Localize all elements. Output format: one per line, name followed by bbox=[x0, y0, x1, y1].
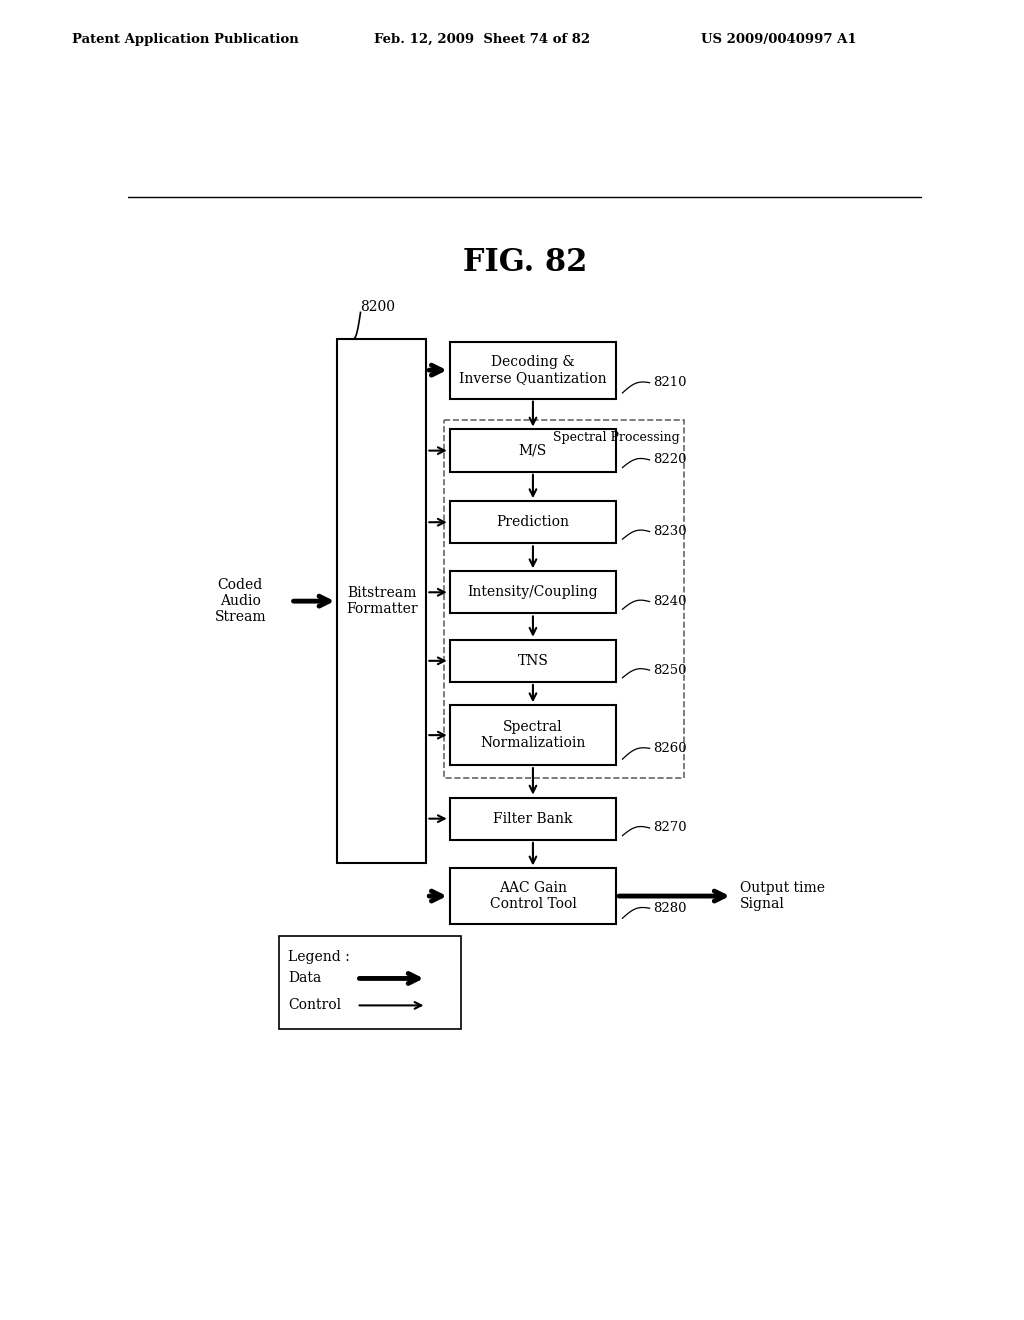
Bar bbox=[450, 640, 616, 682]
Text: Bitstream
Formatter: Bitstream Formatter bbox=[346, 586, 418, 616]
Text: 8230: 8230 bbox=[653, 525, 687, 539]
Bar bbox=[450, 797, 616, 840]
Text: Legend :: Legend : bbox=[289, 950, 350, 964]
Text: 8260: 8260 bbox=[653, 742, 687, 755]
Text: Control: Control bbox=[289, 998, 342, 1012]
Text: FIG. 82: FIG. 82 bbox=[463, 247, 587, 277]
Text: AAC Gain
Control Tool: AAC Gain Control Tool bbox=[489, 880, 577, 911]
Text: US 2009/0040997 A1: US 2009/0040997 A1 bbox=[701, 33, 857, 46]
Text: Decoding &
Inverse Quantization: Decoding & Inverse Quantization bbox=[459, 355, 607, 385]
Text: Spectral Processing: Spectral Processing bbox=[553, 430, 680, 444]
Text: M/S: M/S bbox=[519, 444, 547, 458]
Bar bbox=[450, 869, 616, 924]
Bar bbox=[280, 936, 461, 1028]
Text: TNS: TNS bbox=[517, 653, 549, 668]
Text: 8270: 8270 bbox=[653, 821, 687, 834]
Text: 8250: 8250 bbox=[653, 664, 687, 677]
Text: Intensity/Coupling: Intensity/Coupling bbox=[468, 585, 598, 599]
Text: Filter Bank: Filter Bank bbox=[494, 812, 572, 826]
Text: Data: Data bbox=[289, 972, 322, 986]
Text: Feb. 12, 2009  Sheet 74 of 82: Feb. 12, 2009 Sheet 74 of 82 bbox=[374, 33, 590, 46]
Text: 8200: 8200 bbox=[360, 300, 395, 314]
Text: Spectral
Normalizatioin: Spectral Normalizatioin bbox=[480, 719, 586, 750]
Bar bbox=[450, 342, 616, 399]
Text: Coded
Audio
Stream: Coded Audio Stream bbox=[215, 578, 266, 624]
Bar bbox=[337, 339, 426, 863]
Bar bbox=[450, 572, 616, 614]
Bar bbox=[450, 502, 616, 544]
Bar bbox=[450, 429, 616, 471]
Text: 8280: 8280 bbox=[653, 902, 687, 915]
Bar bbox=[444, 420, 684, 779]
Bar bbox=[450, 705, 616, 766]
Text: 8220: 8220 bbox=[653, 454, 687, 466]
Text: 8240: 8240 bbox=[653, 595, 687, 609]
Text: 8210: 8210 bbox=[653, 376, 687, 389]
Text: Output time
Signal: Output time Signal bbox=[740, 880, 825, 911]
Text: Patent Application Publication: Patent Application Publication bbox=[72, 33, 298, 46]
Text: Prediction: Prediction bbox=[497, 515, 569, 529]
